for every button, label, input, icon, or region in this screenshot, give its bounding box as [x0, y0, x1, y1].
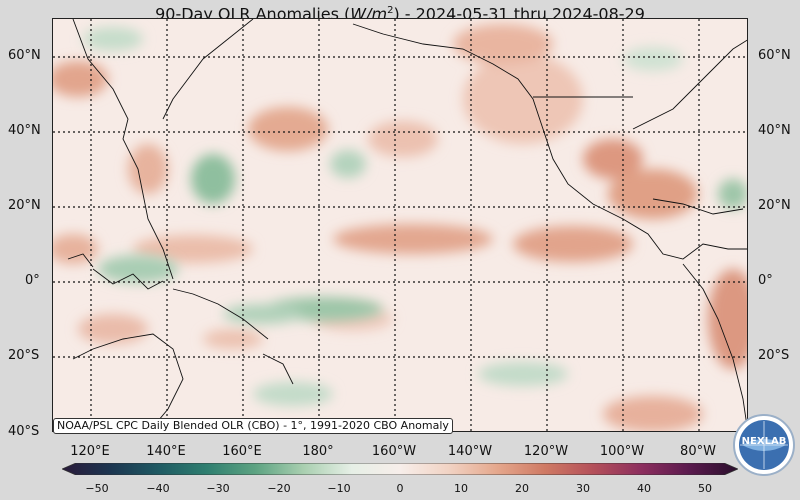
- colorbar-tick: 20: [515, 482, 529, 495]
- negative-anomaly-areas: [83, 27, 747, 406]
- lat-label-left: 20°S: [8, 348, 40, 363]
- nexlab-logo: [733, 414, 795, 476]
- lat-label-right: 0°: [758, 273, 773, 288]
- logo-text: NEXLAB: [741, 436, 787, 447]
- colorbar-tick: 0: [396, 482, 404, 495]
- lat-label-left: 40°S: [8, 424, 40, 439]
- lon-label: 180°: [302, 444, 334, 459]
- positive-anomaly-areas: [53, 24, 747, 431]
- lon-label: 100°W: [599, 444, 645, 459]
- lat-label-right: 40°N: [758, 123, 791, 138]
- anomaly-map: [52, 18, 748, 432]
- colorbar-tick: −10: [327, 482, 351, 495]
- colorbar-tick: −30: [206, 482, 230, 495]
- graticule: [53, 19, 747, 431]
- colorbar-tick: −20: [267, 482, 291, 495]
- lat-label-left: 0°: [25, 273, 40, 288]
- lon-label: 120°E: [70, 444, 110, 459]
- lon-label: 140°E: [146, 444, 186, 459]
- map-canvas: [53, 19, 747, 431]
- lon-label: 160°E: [222, 444, 262, 459]
- data-source-caption: NOAA/PSL CPC Daily Blended OLR (CBO) - 1…: [53, 418, 453, 434]
- title-unit-exp: 2: [387, 5, 394, 16]
- coastlines: [67, 19, 747, 431]
- lat-label-left: 60°N: [8, 48, 41, 63]
- lon-label: 80°W: [680, 444, 716, 459]
- colorbar-tick: 40: [637, 482, 651, 495]
- colorbar-tick: 50: [698, 482, 712, 495]
- lon-label: 120°W: [523, 444, 569, 459]
- colorbar: [62, 463, 738, 475]
- colorbar-tick: −40: [146, 482, 170, 495]
- lat-label-right: 20°S: [758, 348, 790, 363]
- colorbar-tick: 30: [576, 482, 590, 495]
- lon-label: 160°W: [371, 444, 417, 459]
- lon-label: 140°W: [447, 444, 493, 459]
- colorbar-tick: −50: [85, 482, 109, 495]
- colorbar-tick: 10: [454, 482, 468, 495]
- lat-label-left: 40°N: [8, 123, 41, 138]
- lat-label-right: 20°N: [758, 198, 791, 213]
- lat-label-left: 20°N: [8, 198, 41, 213]
- lat-label-right: 60°N: [758, 48, 791, 63]
